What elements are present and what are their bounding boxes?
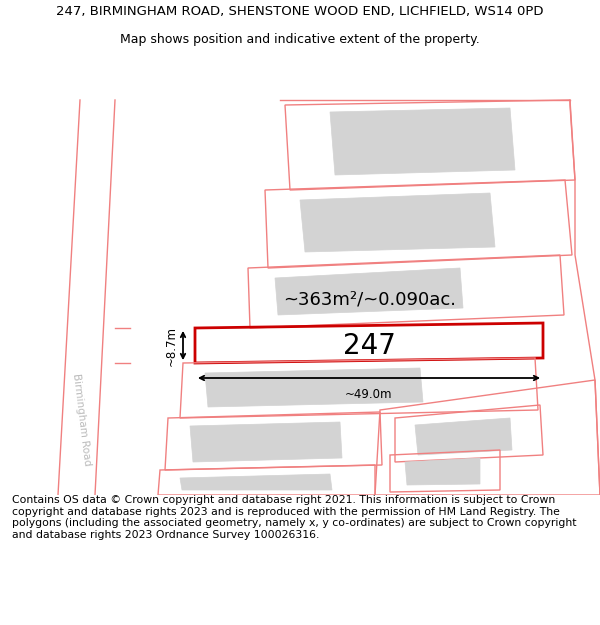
Polygon shape xyxy=(275,268,463,315)
Polygon shape xyxy=(190,422,342,462)
Polygon shape xyxy=(415,418,512,455)
Polygon shape xyxy=(330,108,515,175)
Text: Birmingham Road: Birmingham Road xyxy=(71,373,92,467)
Text: Map shows position and indicative extent of the property.: Map shows position and indicative extent… xyxy=(120,32,480,46)
Text: ~8.7m: ~8.7m xyxy=(165,326,178,366)
Text: ~363m²/~0.090ac.: ~363m²/~0.090ac. xyxy=(284,291,457,309)
Polygon shape xyxy=(300,193,495,252)
Polygon shape xyxy=(405,458,480,485)
Text: ~49.0m: ~49.0m xyxy=(345,388,393,401)
Text: 247: 247 xyxy=(343,331,395,359)
Polygon shape xyxy=(205,368,423,407)
Polygon shape xyxy=(180,474,332,490)
Text: Contains OS data © Crown copyright and database right 2021. This information is : Contains OS data © Crown copyright and d… xyxy=(12,495,577,540)
Text: 247, BIRMINGHAM ROAD, SHENSTONE WOOD END, LICHFIELD, WS14 0PD: 247, BIRMINGHAM ROAD, SHENSTONE WOOD END… xyxy=(56,4,544,18)
